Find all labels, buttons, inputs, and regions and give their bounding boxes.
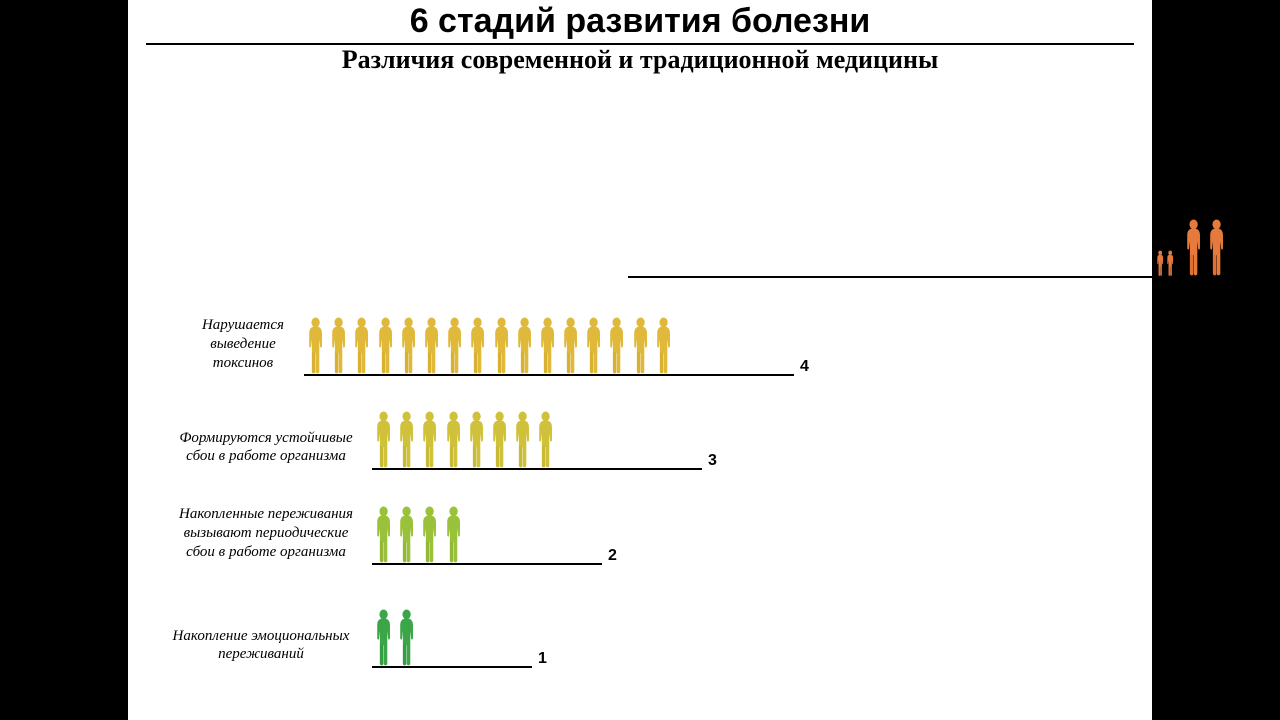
human-figure-icon [559, 316, 582, 374]
stage-figures-1 [372, 608, 532, 668]
human-figure-icon [443, 316, 466, 374]
human-figure-icon [605, 316, 628, 374]
subtitle: Различия современной и традиционной меди… [146, 43, 1134, 75]
human-figure-icon [350, 316, 373, 374]
stage-figures-3 [372, 410, 702, 470]
human-figure-icon [490, 316, 513, 374]
human-figure-icon [513, 316, 536, 374]
human-figure-icon [511, 410, 534, 468]
stage-row-3: Формируются устойчивыесбои в работе орга… [166, 410, 717, 470]
stage-row-2: Накопленные переживаниявызывают периодич… [166, 505, 617, 565]
human-figure-icon [652, 316, 675, 374]
human-figure-icon [327, 316, 350, 374]
human-figure-icon [395, 505, 418, 563]
human-figure-icon [397, 316, 420, 374]
stage-figures-2 [372, 505, 602, 565]
human-figure-icon [466, 316, 489, 374]
stage-figures-4 [304, 316, 794, 376]
stage-number-5: 5 [1234, 260, 1243, 278]
human-figure-icon [1165, 250, 1175, 276]
human-figure-icon [395, 410, 418, 468]
main-title: 6 стадий развития болезни [128, 0, 1152, 41]
human-figure-icon [1205, 218, 1228, 276]
stage-label-3: Формируются устойчивыесбои в работе орга… [166, 429, 366, 471]
stage-number-3: 3 [708, 452, 717, 470]
slide: 6 стадий развития болезни Различия совре… [128, 0, 1152, 720]
stage-row-4: Нарушаетсявыведениетоксинов [188, 316, 809, 376]
stage-label-4: Нарушаетсявыведениетоксинов [188, 316, 298, 376]
human-figure-icon [465, 410, 488, 468]
stage-row-5: 5 [188, 218, 1243, 278]
stage-figures-5 [628, 218, 1228, 278]
human-figure-icon [395, 608, 418, 666]
human-figure-icon [374, 316, 397, 374]
human-figure-icon [536, 316, 559, 374]
human-figure-icon [372, 410, 395, 468]
human-figure-icon [442, 410, 465, 468]
human-figure-icon [418, 410, 441, 468]
human-figure-icon [372, 505, 395, 563]
human-figure-icon [442, 505, 465, 563]
human-figure-icon [534, 410, 557, 468]
stage-number-1: 1 [538, 650, 547, 668]
human-figure-icon [420, 316, 443, 374]
human-figure-icon [582, 316, 605, 374]
human-figure-icon [1182, 218, 1205, 276]
stage-number-4: 4 [800, 358, 809, 376]
human-figure-icon [488, 410, 511, 468]
human-figure-icon [372, 608, 395, 666]
stage-number-2: 2 [608, 547, 617, 565]
human-figure-icon [418, 505, 441, 563]
stage-label-1: Накопление эмоциональныхпереживаний [156, 627, 366, 669]
human-figure-icon [629, 316, 652, 374]
stage-row-1: Накопление эмоциональныхпереживаний 1 [156, 608, 547, 668]
stage-label-2: Накопленные переживаниявызывают периодич… [166, 505, 366, 565]
human-figure-icon [304, 316, 327, 374]
human-figure-icon [1155, 250, 1165, 276]
